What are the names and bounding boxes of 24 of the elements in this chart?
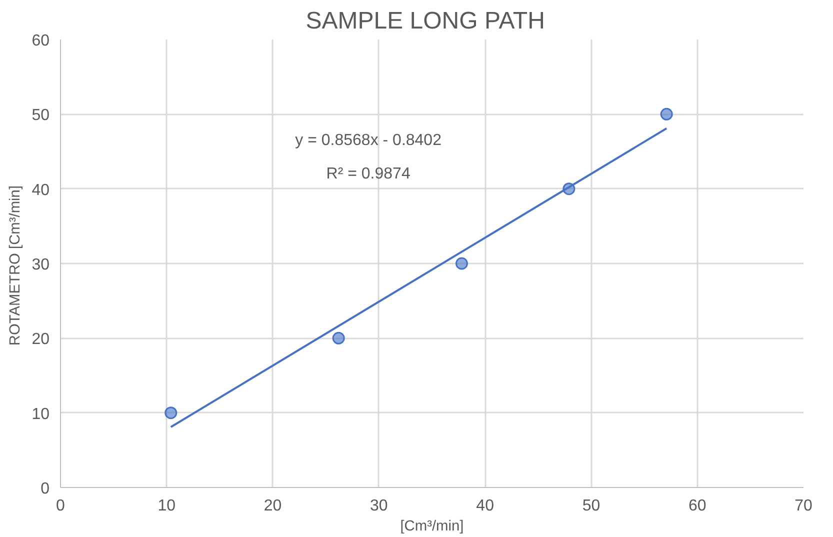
x-axis-title: [Cm³/min] — [400, 518, 464, 534]
chart-title: SAMPLE LONG PATH — [306, 8, 545, 34]
x-tick-label: 70 — [794, 498, 812, 514]
point — [660, 108, 673, 120]
point — [455, 257, 468, 270]
x-tick-label: 40 — [476, 498, 494, 514]
y-tick-label: 40 — [32, 182, 50, 199]
point — [164, 406, 178, 420]
x-tick-label: 10 — [158, 498, 176, 514]
x-tick-label: 0 — [56, 498, 66, 514]
y-tick-label: 30 — [32, 256, 50, 274]
x-tick-label: 60 — [688, 498, 706, 514]
x-tick-label: 50 — [582, 498, 600, 514]
y-axis-title: ROTAMETRO [Cm³/min] — [8, 185, 24, 346]
point — [332, 332, 345, 344]
y-tick-label: 20 — [32, 331, 50, 348]
y-tick-label: 50 — [32, 107, 50, 124]
y-tick-label: 10 — [32, 406, 50, 423]
x-tick-label: 20 — [264, 498, 282, 514]
x-tick-label: 30 — [370, 498, 388, 514]
y-tick-label: 60 — [32, 32, 50, 50]
annotation: R² = 0.9874 — [326, 165, 410, 182]
annotation: y = 0.8568x - 0.8402 — [295, 132, 442, 149]
y-tick-label: 0 — [40, 480, 50, 498]
